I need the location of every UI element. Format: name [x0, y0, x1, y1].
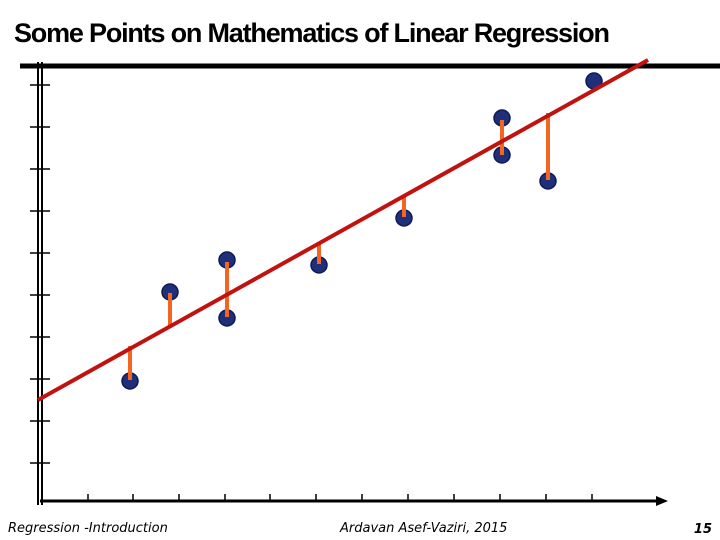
- footer-center: Ardavan Asef-Vaziri, 2015: [339, 521, 507, 536]
- footer-left: Regression -Introduction: [8, 521, 168, 536]
- residuals: [128, 113, 550, 380]
- slide-title: Some Points on Mathematics of Linear Reg…: [14, 18, 609, 48]
- x-axis-arrow: [656, 496, 668, 506]
- page-number: 15: [694, 522, 712, 537]
- regression-line: [37, 58, 649, 402]
- x-axis: [40, 494, 668, 506]
- y-axis: [30, 62, 50, 505]
- points: [121, 72, 603, 390]
